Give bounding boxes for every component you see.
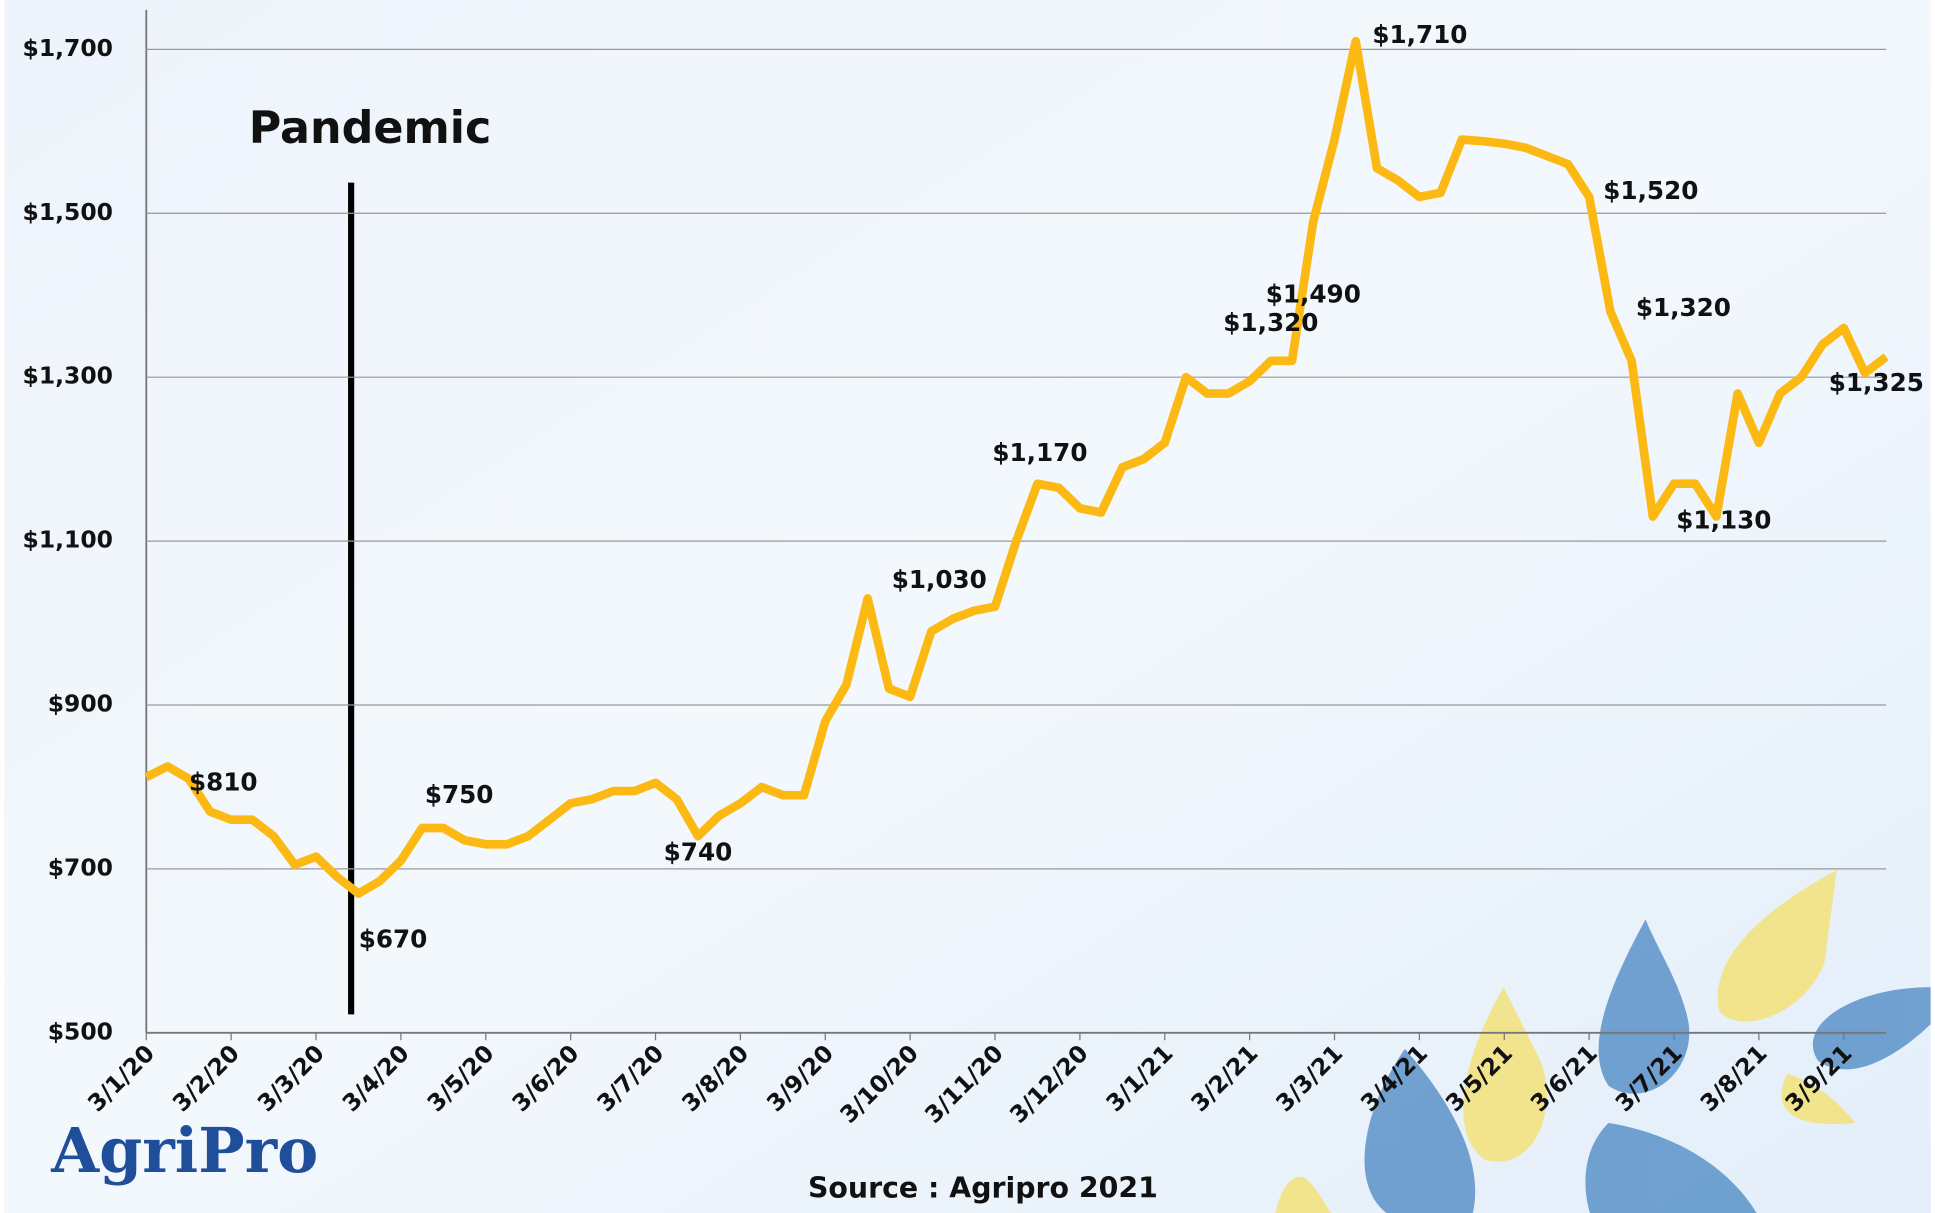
source: Source : Agripro 2021 (808, 1172, 1158, 1205)
y-tick-label: $1,700 (23, 34, 113, 62)
decoration (1275, 869, 1931, 1213)
data-label: $1,490 (1266, 280, 1361, 309)
data-label: $1,130 (1676, 505, 1771, 534)
data-label: $1,710 (1372, 20, 1467, 49)
data-label: $750 (425, 780, 494, 809)
data-label: $670 (359, 924, 428, 953)
data-label: $740 (664, 837, 733, 866)
data-label: $1,320 (1223, 308, 1318, 337)
y-tick-label: $1,300 (23, 362, 113, 390)
data-label: $1,325 (1829, 368, 1924, 397)
data-label: $1,170 (992, 438, 1087, 467)
logo: AgriPro (50, 1114, 318, 1187)
y-tick-label: $900 (48, 690, 113, 718)
data-label: $810 (189, 768, 258, 797)
annotation: Pandemic (249, 103, 492, 154)
y-tick-label: $500 (48, 1017, 113, 1045)
y-tick-label: $1,100 (23, 526, 113, 554)
line-series (144, 36, 1889, 898)
data-label: $1,320 (1636, 293, 1731, 322)
y-tick-label: $700 (48, 853, 113, 881)
data-label: $1,030 (892, 565, 987, 594)
data-label: $1,520 (1603, 176, 1698, 205)
y-tick-label: $1,500 (23, 198, 113, 226)
